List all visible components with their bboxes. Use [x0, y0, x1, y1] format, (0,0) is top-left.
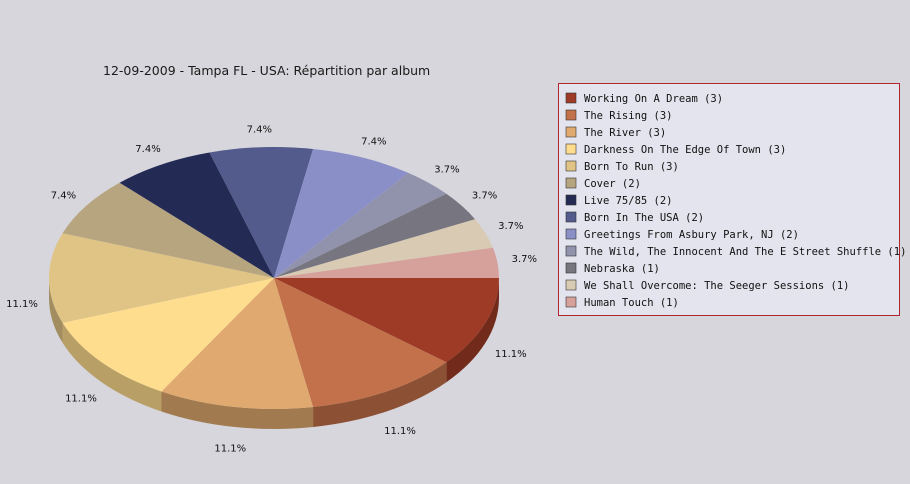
legend-label-0: Working On A Dream (3)	[584, 93, 723, 105]
pie-slice-12	[274, 247, 499, 278]
legend-item: Darkness On The Edge Of Town (3)	[565, 143, 786, 156]
legend-swatch-4	[565, 160, 577, 172]
legend-label-10: Nebraska (1)	[584, 263, 660, 275]
legend-label-2: The River (3)	[584, 127, 666, 139]
legend-swatch-12	[565, 296, 577, 308]
legend-swatch-3	[565, 143, 577, 155]
legend-label-5: Cover (2)	[584, 178, 641, 190]
legend-swatch-0	[565, 92, 577, 104]
legend-box	[558, 83, 900, 316]
legend: Working On A Dream (3) The Rising (3) The …	[558, 83, 906, 316]
legend-swatch-1	[565, 109, 577, 121]
legend-item: Working On A Dream (3)	[565, 92, 723, 105]
pie-slice-11	[274, 219, 493, 278]
legend-item: Human Touch (1)	[565, 296, 679, 309]
legend-label-3: Darkness On The Edge Of Town (3)	[584, 144, 786, 156]
pie-slice-4	[49, 233, 275, 323]
pie-percent-label-6: 7.4%	[135, 144, 160, 155]
legend-swatch-7	[565, 211, 577, 223]
chart-title: 12-09-2009 - Tampa FL - USA: Répartition…	[103, 63, 430, 78]
pie-percent-label-5: 7.4%	[51, 190, 76, 201]
pie-percent-label-11: 3.7%	[498, 221, 523, 232]
pie-slices	[49, 147, 499, 409]
pie-slice-8	[274, 148, 409, 278]
pie-slice-side-0	[446, 278, 499, 383]
legend-label-9: The Wild, The Innocent And The E Street …	[584, 246, 906, 258]
legend-item: Live 75/85 (2)	[565, 194, 673, 207]
pie-slice-7	[209, 147, 314, 278]
legend-swatch-9	[565, 245, 577, 257]
pie-sides	[49, 278, 499, 430]
pie-slice-5	[62, 182, 275, 278]
legend-swatch-5	[565, 177, 577, 189]
legend-item: The Wild, The Innocent And The E Street …	[565, 245, 906, 258]
legend-label-12: Human Touch (1)	[584, 297, 679, 309]
legend-item: We Shall Overcome: The Seeger Sessions (…	[565, 279, 850, 292]
legend-label-11: We Shall Overcome: The Seeger Sessions (…	[584, 280, 850, 292]
pie-slice-3	[62, 278, 275, 392]
pie-percent-label-7: 7.4%	[247, 125, 272, 136]
pie-slice-side-4	[49, 278, 63, 343]
pie-percent-label-10: 3.7%	[472, 190, 497, 201]
pie-percent-label-3: 11.1%	[65, 393, 97, 404]
pie-slice-side-2	[161, 391, 314, 430]
pie-slice-6	[119, 152, 274, 278]
pie-slice-10	[274, 193, 476, 278]
pie-percent-label-1: 11.1%	[384, 426, 416, 437]
legend-item: Born To Run (3)	[565, 160, 679, 173]
pie-percent-label-8: 7.4%	[361, 136, 386, 147]
legend-swatch-8	[565, 228, 577, 240]
legend-swatch-11	[565, 279, 577, 291]
legend-label-7: Born In The USA (2)	[584, 212, 704, 224]
legend-swatch-10	[565, 262, 577, 274]
legend-item: Cover (2)	[565, 177, 641, 190]
pie-percent-label-2: 11.1%	[214, 443, 246, 454]
legend-item: The Rising (3)	[565, 109, 673, 122]
pie-slice-0	[274, 278, 499, 363]
pie-slice-9	[274, 172, 447, 278]
legend-label-4: Born To Run (3)	[584, 161, 679, 173]
legend-item: Greetings From Asbury Park, NJ (2)	[565, 228, 799, 241]
pie-slice-1	[274, 278, 447, 408]
pie-slice-2	[161, 278, 314, 409]
pie-percent-label-4: 11.1%	[6, 299, 38, 310]
pie-percent-label-9: 3.7%	[434, 164, 459, 175]
legend-swatch-2	[565, 126, 577, 138]
pie-slice-side-1	[313, 362, 447, 428]
legend-swatch-6	[565, 194, 577, 206]
legend-label-8: Greetings From Asbury Park, NJ (2)	[584, 229, 799, 241]
pie-percent-label-0: 11.1%	[495, 349, 527, 360]
pie-percent-labels: 11.1% 11.1% 11.1% 11.1% 11.1% 7.4% 7.4% 7.4% 7.4…	[6, 125, 537, 455]
legend-item: Born In The USA (2)	[565, 211, 704, 224]
legend-item: The River (3)	[565, 126, 666, 139]
pie-percent-label-12: 3.7%	[512, 254, 537, 265]
legend-label-1: The Rising (3)	[584, 110, 673, 122]
pie-slice-side-3	[62, 322, 162, 412]
legend-item: Nebraska (1)	[565, 262, 660, 275]
legend-label-6: Live 75/85 (2)	[584, 195, 673, 207]
